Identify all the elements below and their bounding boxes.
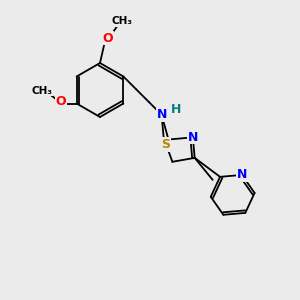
Text: N: N <box>237 168 247 182</box>
Text: O: O <box>55 95 66 108</box>
Text: N: N <box>156 108 167 121</box>
Text: S: S <box>162 138 171 151</box>
Text: H: H <box>170 103 181 116</box>
Text: CH₃: CH₃ <box>112 16 133 26</box>
Text: O: O <box>103 32 113 44</box>
Text: CH₃: CH₃ <box>31 85 52 95</box>
Text: N: N <box>188 131 198 144</box>
